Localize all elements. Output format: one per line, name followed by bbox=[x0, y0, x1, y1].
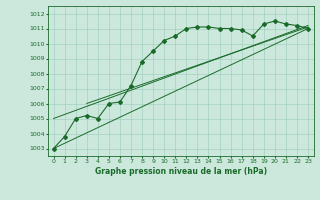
X-axis label: Graphe pression niveau de la mer (hPa): Graphe pression niveau de la mer (hPa) bbox=[95, 167, 267, 176]
